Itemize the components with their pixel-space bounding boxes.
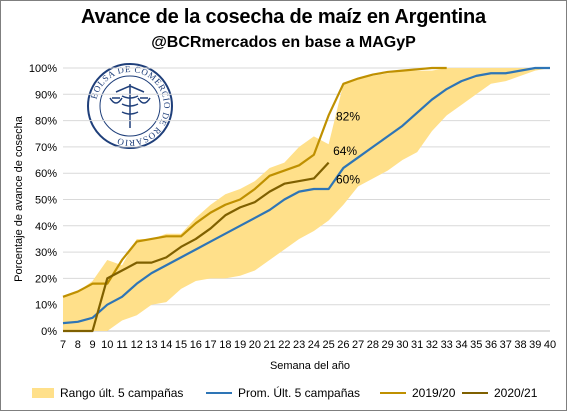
series-line-avg [62, 66, 550, 325]
x-tick-label: 7 [60, 339, 66, 351]
y-tick-label: 70% [35, 142, 57, 154]
legend-swatch-2019-20 [380, 392, 406, 394]
y-tick-label: 90% [35, 89, 57, 101]
x-tick-label: 13 [145, 339, 157, 351]
y-axis-label: Porcentaje de avance de cosecha [13, 115, 25, 282]
x-tick-label: 12 [131, 339, 143, 351]
x-tick-label: 33 [441, 339, 453, 351]
x-axis-ticks: 7 8 9 10 11 12 13 14 15 16 17 18 19 20 21 22 23 24 25 26 27 2… [60, 339, 556, 351]
x-tick-label: 40 [544, 339, 556, 351]
legend-item-2019-20: 2019/20 [380, 386, 455, 400]
x-tick-label: 34 [455, 339, 467, 351]
y-axis-ticks: 0% 10% 20% 30% 40% 50% 60% 70% 80% 90% 100% [29, 63, 57, 338]
x-tick-label: 32 [426, 339, 438, 351]
series-line-2019-20 [62, 66, 447, 298]
y-tick-label: 40% [35, 221, 57, 233]
y-tick-label: 20% [35, 273, 57, 285]
x-tick-label: 14 [160, 339, 172, 351]
x-tick-label: 10 [101, 339, 113, 351]
x-tick-label: 37 [500, 339, 512, 351]
legend-swatch-range [32, 388, 54, 398]
y-tick-label: 100% [29, 63, 57, 75]
y-tick-label: 30% [35, 247, 57, 259]
bcr-logo: BOLSA DE COMERCIO DE ROSARIO [87, 63, 173, 149]
x-tick-label: 27 [352, 339, 364, 351]
legend-label-range: Rango últ. 5 campañas [60, 386, 184, 400]
legend-label-2019-20: 2019/20 [412, 386, 456, 400]
y-tick-label: 0% [41, 326, 57, 338]
y-tick-label: 80% [35, 116, 57, 128]
annotation-label: 82% [336, 110, 360, 124]
legend-label-2020-21: 2020/21 [494, 386, 538, 400]
legend-swatch-avg [206, 392, 232, 394]
legend-swatch-2020-21 [462, 392, 488, 394]
x-tick-label: 38 [514, 339, 526, 351]
annotation-label: 60% [336, 173, 360, 187]
range-area [63, 68, 550, 331]
annotations: 82% 64% 60% [333, 110, 360, 187]
legend-item-range: Rango últ. 5 campañas [32, 386, 183, 400]
x-tick-label: 39 [529, 339, 541, 351]
y-tick-label: 60% [35, 168, 57, 180]
legend: Rango últ. 5 campañas Prom. Últ. 5 campa… [0, 386, 567, 404]
x-tick-label: 35 [470, 339, 482, 351]
caduceus-icon [109, 84, 151, 128]
chart-subtitle: @BCRmercados en base a MAGyP [151, 34, 416, 51]
chart-title: Avance de la cosecha de maíz en Argentin… [81, 6, 486, 28]
x-tick-label: 24 [308, 339, 320, 351]
annotation-label: 64% [333, 144, 357, 158]
legend-item-avg: Prom. Últ. 5 campañas [206, 386, 360, 400]
x-tick-label: 18 [219, 339, 231, 351]
x-tick-label: 26 [337, 339, 349, 351]
series-lines [62, 66, 550, 333]
range-area-group [63, 68, 550, 331]
x-tick-label: 20 [249, 339, 261, 351]
x-tick-label: 25 [323, 339, 335, 351]
x-axis-label: Semana del año [270, 360, 350, 372]
x-tick-label: 16 [190, 339, 202, 351]
x-tick-label: 9 [89, 339, 95, 351]
x-tick-label: 21 [263, 339, 275, 351]
legend-item-2020-21: 2020/21 [462, 386, 537, 400]
x-tick-label: 29 [382, 339, 394, 351]
y-tick-label: 10% [35, 300, 57, 312]
legend-label-avg: Prom. Últ. 5 campañas [238, 386, 361, 400]
x-tick-label: 22 [278, 339, 290, 351]
x-tick-label: 31 [411, 339, 423, 351]
x-tick-label: 36 [485, 339, 497, 351]
x-tick-label: 15 [175, 339, 187, 351]
series-line-2020-21 [63, 161, 330, 333]
x-tick-label: 19 [234, 339, 246, 351]
x-tick-label: 30 [396, 339, 408, 351]
x-tick-label: 23 [293, 339, 305, 351]
x-tick-label: 11 [116, 339, 127, 351]
y-tick-label: 50% [35, 195, 57, 207]
x-tick-label: 8 [75, 339, 81, 351]
x-tick-label: 28 [367, 339, 379, 351]
x-tick-label: 17 [204, 339, 216, 351]
